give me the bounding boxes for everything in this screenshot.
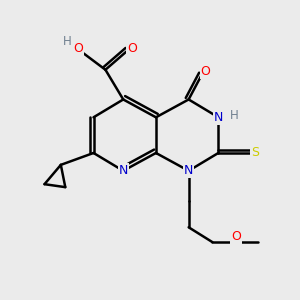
Text: H: H <box>62 35 71 48</box>
Text: S: S <box>251 146 259 160</box>
Text: O: O <box>127 42 137 55</box>
Text: O: O <box>201 65 211 78</box>
Text: H: H <box>230 109 238 122</box>
Text: N: N <box>118 164 128 177</box>
Text: O: O <box>231 230 241 243</box>
Text: N: N <box>214 111 223 124</box>
Text: N: N <box>184 164 193 177</box>
Text: O: O <box>73 42 83 56</box>
